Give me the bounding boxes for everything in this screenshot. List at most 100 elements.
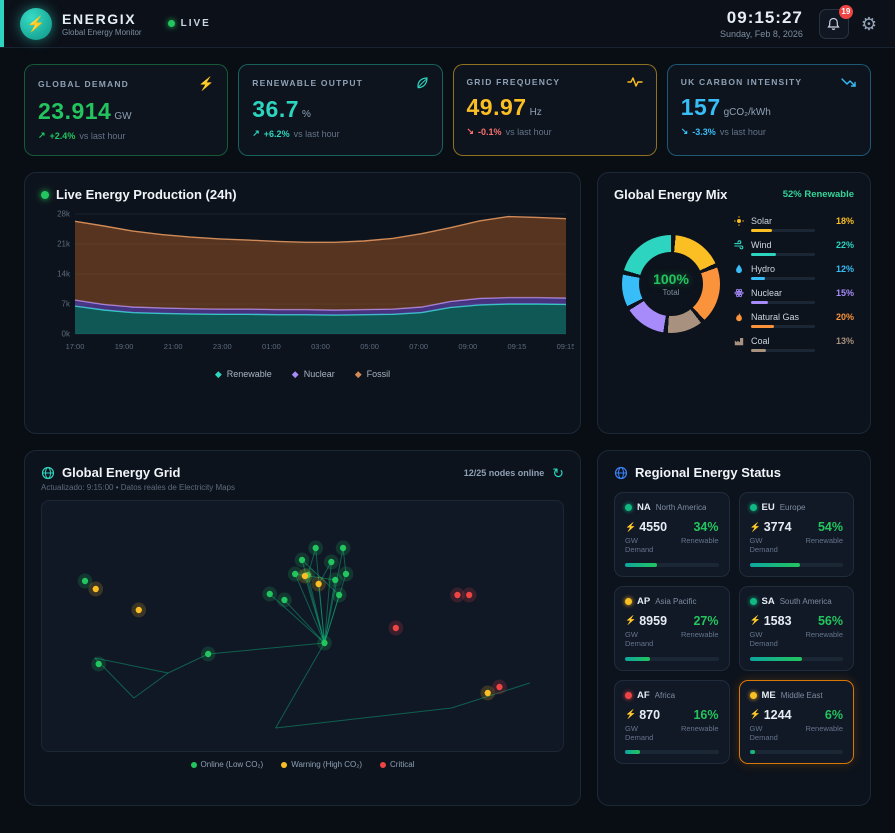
solar-icon [734,216,745,226]
map-node[interactable] [392,624,399,632]
map-node[interactable] [321,639,328,647]
grid-map-svg [77,540,530,729]
map-node[interactable] [332,576,339,584]
region-bar [749,750,843,755]
hydro-icon [734,264,745,274]
map-node[interactable] [339,544,347,552]
region-renewable-pct: 16% [693,707,719,722]
map-node[interactable] [266,590,273,598]
svg-text:14k: 14k [57,270,71,279]
stat-delta: -3.3% [692,126,716,137]
stat-label: UK CARBON INTENSITY [680,77,803,87]
svg-text:01:00: 01:00 [262,342,281,351]
brand-name: ENERGIX [62,10,137,27]
map-node[interactable] [336,591,343,599]
legend-label: Renewable [226,369,272,379]
region-card-sa[interactable]: SA South America ⚡ 1583 GW Demand 56% Ren… [738,585,854,671]
map-node[interactable] [205,650,212,658]
brand-block: ENERGIX Global Energy Monitor [62,11,142,37]
map-edge [94,657,169,674]
refresh-button[interactable]: ↻ [552,466,564,480]
stat-unit: GW [114,111,132,122]
region-card-na[interactable]: NA North America ⚡ 4550 GW Demand 34% Ren… [614,492,730,577]
region-demand: 8959 [639,613,668,628]
map-node[interactable] [315,580,322,588]
mix-row-wind: Wind 22% [734,240,854,256]
region-name: North America [655,503,707,512]
stat-label: GRID FREQUENCY [466,77,561,87]
svg-text:03:00: 03:00 [311,342,330,351]
settings-button[interactable]: ⚙ [859,13,879,35]
map-node[interactable] [281,596,288,604]
mix-bar [751,253,815,256]
region-code: EU [761,502,775,513]
mix-bar-fill [751,301,769,304]
region-bar-fill [749,562,800,567]
map-node[interactable] [95,660,102,668]
map-node[interactable] [484,689,491,697]
region-demand-label: GW Demand [625,629,654,649]
map-node[interactable] [312,544,319,552]
mix-percent: 20% [835,312,854,322]
critical-dot [380,761,387,768]
regional-title: Regional Energy Status [635,465,781,480]
map-node[interactable] [466,591,473,599]
map-node[interactable] [298,556,306,564]
grid-map-panel[interactable] [41,500,564,752]
pulse-icon [627,76,643,88]
app-header: ⚡ ENERGIX Global Energy Monitor LIVE 09:… [0,0,895,48]
map-edge [275,707,452,729]
trend-up-icon: ↗ [252,128,260,138]
region-demand: 4550 [639,520,668,534]
region-bar-fill [625,656,651,661]
map-edge [284,599,325,644]
bolt-icon: ⚡ [749,521,761,532]
region-bar-fill [749,656,802,661]
header-accent-stripe [0,0,4,47]
map-node[interactable] [496,683,503,691]
stat-value: 23.914 [38,98,112,124]
notification-badge: 19 [838,4,853,19]
map-node[interactable] [135,606,142,614]
svg-text:09:15: 09:15 [557,342,574,351]
svg-text:17:00: 17:00 [66,342,85,351]
map-edge [324,547,344,644]
region-card-ap[interactable]: AP Asia Pacific ⚡ 8959 GW Demand 27% Rene… [614,585,730,671]
legend-item-renewable: ◆ Renewable [215,369,272,379]
mix-bar-fill [751,253,777,256]
mix-percent: 15% [835,288,854,298]
mix-name: Solar [751,216,773,226]
region-card-eu[interactable]: EU Europe ⚡ 3774 GW Demand 54% Renewable [738,492,854,577]
map-node[interactable] [454,591,461,599]
map-node[interactable] [328,558,335,566]
mix-row-natural-gas: Natural Gas 20% [734,312,854,328]
donut-total-value: 100% [653,271,689,287]
map-node[interactable] [292,570,299,578]
region-card-me[interactable]: ME Middle East ⚡ 1244 GW Demand 6% Renewa… [738,679,854,765]
stat-value: 157 [680,94,721,120]
map-edge [324,561,332,644]
legend-item-fossil: ◆ Fossil [355,369,390,379]
stat-value: 49.97 [466,94,527,120]
energy-mix-donut: 100% Total [622,235,720,333]
mix-row-coal: Coal 13% [734,336,854,352]
mix-bar-fill [751,349,766,352]
notifications-button[interactable]: 19 [818,4,853,39]
legend-label: Warning (High CO₂) [291,760,363,769]
region-card-af[interactable]: AF Africa ⚡ 870 GW Demand 16% Renewable [614,679,730,765]
region-code: NA [637,502,651,513]
region-renewable-label: Renewable [680,723,719,733]
energy-mix-card: Global Energy Mix 52% Renewable 100% Tot… [597,172,871,434]
stat-delta: +6.2% [263,128,290,139]
nodes-online-status: 12/25 nodes online [463,467,545,478]
map-edge [275,642,325,729]
region-bar [625,562,719,567]
map-node[interactable] [92,585,99,593]
stat-delta-note: vs last hour [719,126,766,137]
region-renewable-label: Renewable [805,723,843,733]
map-node[interactable] [81,577,89,585]
map-node[interactable] [301,572,309,580]
map-node[interactable] [342,570,350,578]
map-edge [301,559,340,596]
stat-label: RENEWABLE OUTPUT [252,78,364,88]
